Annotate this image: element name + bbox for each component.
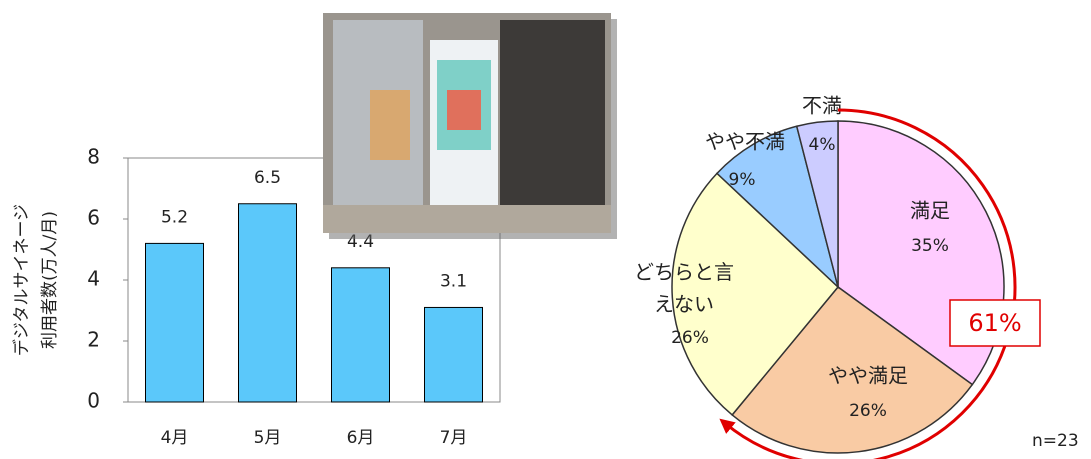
bar <box>145 242 204 403</box>
annotation: 61% <box>968 309 1021 337</box>
x-tick-label: 6月 <box>347 428 375 448</box>
bracket-arc <box>719 108 1017 459</box>
slice-value: 4% <box>809 135 836 155</box>
y-axis-label: デジタルサイネージ <box>11 204 32 356</box>
value-label: 6.5 <box>254 168 281 188</box>
x-tick-label: 4月 <box>161 428 189 448</box>
value-label: 3.1 <box>440 271 467 291</box>
y-tick-label: 4 <box>87 267 100 291</box>
slice-label: どちらと言えない <box>634 260 734 316</box>
slice-label-box: どちらと言えない <box>634 260 734 316</box>
pie-slice <box>795 120 839 288</box>
pie-slice <box>715 125 840 290</box>
y-axis-label: 利用者数(万人/月) <box>40 211 60 349</box>
bar <box>331 267 390 403</box>
slice-label: 満足 <box>910 199 950 223</box>
x-tick-label: 7月 <box>440 428 468 448</box>
y-tick-label: 6 <box>87 206 100 230</box>
slice-value: 26% <box>671 328 709 348</box>
slice-value: 9% <box>729 170 756 190</box>
slice-value: 26% <box>849 401 887 421</box>
bar <box>424 306 483 403</box>
slice-label: 不満 <box>802 94 842 118</box>
x-tick-label: 5月 <box>254 428 282 448</box>
bar <box>238 203 297 403</box>
photo <box>323 13 617 239</box>
slice-label: やや不満 <box>705 130 785 154</box>
pie-chart: 満足 35% やや満足 26% どちらと言えない 26% やや不満 9% 不満 4% 61% n=23 <box>634 94 1079 459</box>
y-tick-label: 2 <box>87 328 100 352</box>
slice-value: 35% <box>911 236 949 256</box>
pie-slice <box>671 172 840 416</box>
annotation-box <box>949 299 1041 347</box>
slice-label: やや満足 <box>828 364 908 388</box>
plot-frame <box>127 157 501 403</box>
value-label: 5.2 <box>161 207 188 227</box>
y-tick-label: 8 <box>87 145 100 169</box>
pie-slice <box>731 285 974 454</box>
sample-size: n=23 <box>1032 431 1079 451</box>
y-tick-label: 0 <box>87 389 100 413</box>
